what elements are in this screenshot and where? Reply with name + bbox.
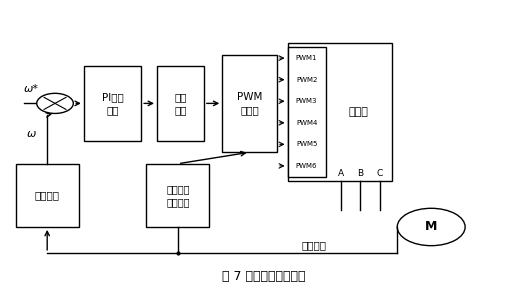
Bar	[288, 47, 326, 177]
Text: PWM2: PWM2	[296, 77, 317, 83]
Text: 判断桥臂
开启顺序: 判断桥臂 开启顺序	[166, 184, 190, 207]
Text: 脉宽
计算: 脉宽 计算	[174, 92, 187, 115]
Bar	[146, 164, 209, 227]
Bar	[157, 66, 204, 141]
Text: 逆变桥: 逆变桥	[349, 107, 369, 117]
Text: ω: ω	[27, 129, 36, 139]
Text: PWM5: PWM5	[296, 141, 317, 147]
Bar	[16, 164, 79, 227]
Text: 图 7 方波控制逻辑框图: 图 7 方波控制逻辑框图	[222, 270, 306, 283]
Bar	[84, 66, 141, 141]
Bar	[288, 43, 392, 181]
Text: PWM3: PWM3	[296, 98, 317, 104]
Text: ω*: ω*	[24, 84, 39, 94]
Text: C: C	[376, 169, 383, 178]
Text: PWM6: PWM6	[296, 163, 317, 169]
Circle shape	[37, 93, 73, 113]
Text: 转速计算: 转速计算	[35, 190, 60, 200]
Text: 霍尔信号: 霍尔信号	[301, 241, 326, 251]
Text: PWM
产生器: PWM 产生器	[237, 92, 262, 115]
Circle shape	[397, 208, 465, 246]
Text: PWM4: PWM4	[296, 120, 317, 126]
Text: M: M	[425, 221, 437, 234]
Text: PWM1: PWM1	[296, 55, 317, 61]
Text: A: A	[337, 169, 344, 178]
Text: B: B	[357, 169, 363, 178]
Text: PI速度
调节: PI速度 调节	[101, 92, 124, 115]
Bar	[222, 54, 277, 152]
